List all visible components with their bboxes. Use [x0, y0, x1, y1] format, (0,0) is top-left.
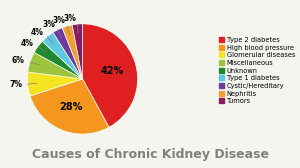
Text: 6%: 6% [12, 56, 25, 65]
Wedge shape [72, 24, 82, 79]
Text: 3%: 3% [42, 20, 55, 29]
Legend: Type 2 diabetes, High blood pressure, Glomerular diseases, Miscellaneous, Unknow: Type 2 diabetes, High blood pressure, Gl… [218, 36, 297, 106]
Text: 3%: 3% [64, 14, 77, 23]
Wedge shape [34, 41, 83, 79]
Wedge shape [42, 32, 82, 79]
Wedge shape [27, 72, 83, 96]
Text: 4%: 4% [31, 28, 44, 37]
Wedge shape [28, 52, 82, 79]
Text: Causes of Chronic Kidney Disease: Causes of Chronic Kidney Disease [32, 148, 268, 161]
Wedge shape [82, 24, 138, 127]
Wedge shape [53, 28, 82, 79]
Text: 28%: 28% [60, 102, 83, 112]
Text: 42%: 42% [100, 66, 124, 76]
Wedge shape [62, 25, 82, 79]
Text: 7%: 7% [9, 80, 22, 89]
Text: 3%: 3% [53, 16, 66, 25]
Text: 4%: 4% [21, 39, 34, 48]
Wedge shape [30, 79, 109, 134]
